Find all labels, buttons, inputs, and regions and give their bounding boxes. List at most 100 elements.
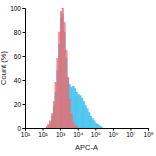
- histogram-bar: [48, 124, 50, 128]
- histogram-bar: [111, 128, 113, 129]
- histogram-bar: [79, 128, 81, 129]
- x-axis-title: APC-A: [75, 143, 98, 152]
- histogram-bar: [83, 102, 85, 128]
- x-tick-label: 10³: [56, 131, 66, 138]
- y-axis: 0 20 40 60 80 100: [10, 5, 25, 132]
- histogram-bar: [101, 128, 103, 129]
- histogram-bar: [106, 128, 108, 129]
- x-tick: 10⁴: [73, 128, 83, 138]
- y-tick: 60: [14, 53, 25, 60]
- histogram-bar: [46, 128, 48, 129]
- histogram-bar: [69, 85, 71, 128]
- y-tick: 100: [10, 5, 25, 12]
- x-tick-label: 10⁵: [91, 131, 101, 138]
- histogram-bar: [95, 128, 97, 129]
- y-tick-mark: [23, 32, 26, 33]
- histogram-bar: [109, 128, 111, 129]
- x-tick-label: 10⁸: [144, 131, 154, 138]
- y-tick-mark: [23, 8, 26, 9]
- histogram-bar: [87, 128, 89, 129]
- x-tick: 10⁸: [144, 128, 154, 138]
- histogram-bar: [43, 128, 45, 129]
- histogram-bar: [99, 128, 101, 129]
- y-tick: 80: [14, 29, 25, 36]
- y-tick-label: 100: [10, 5, 21, 12]
- histogram-bar: [97, 124, 99, 128]
- plot-area: [46, 8, 102, 128]
- y-tick-mark: [23, 104, 26, 105]
- histogram-bar: [108, 128, 110, 129]
- y-tick-mark: [23, 80, 26, 81]
- histogram-bar: [50, 121, 52, 128]
- y-tick: 20: [14, 101, 25, 108]
- histogram-bar: [92, 128, 94, 129]
- x-tick: 10¹: [21, 128, 31, 138]
- histogram-bar: [81, 128, 83, 129]
- histogram-bar: [83, 128, 85, 129]
- histogram-bar: [67, 78, 69, 128]
- histogram-bar: [92, 118, 94, 128]
- histogram-bar: [90, 128, 92, 129]
- x-tick-label: 10⁷: [126, 131, 136, 138]
- histogram-bar: [106, 128, 108, 129]
- histogram-bar: [85, 105, 87, 128]
- y-tick-label: 0: [17, 125, 21, 132]
- histogram-bar: [99, 126, 101, 128]
- histogram-bar: [85, 128, 87, 129]
- x-axis: 10¹ 10² 10³ 10⁴ 10⁵ 10⁶ 10⁷ 10⁸: [21, 128, 154, 138]
- histogram-bar: [71, 87, 73, 128]
- histogram-bar: [72, 86, 74, 128]
- histogram-bar: [44, 128, 46, 129]
- histogram-series: [46, 8, 78, 128]
- histogram-bar: [55, 82, 57, 128]
- histogram-bar: [65, 50, 67, 128]
- histogram-bar: [88, 112, 90, 128]
- histogram-bar: [94, 121, 96, 128]
- y-axis-line: [23, 9, 26, 129]
- histogram-bar: [97, 128, 99, 129]
- histogram-bar: [69, 99, 71, 128]
- histogram-bar: [94, 128, 96, 129]
- histogram-bar: [67, 78, 69, 128]
- histogram-bar: [46, 127, 48, 128]
- x-tick: 10⁵: [91, 128, 101, 138]
- y-tick: 40: [14, 77, 25, 84]
- histogram-bar: [53, 102, 55, 128]
- histogram-bar: [78, 128, 80, 129]
- y-tick-label: 60: [14, 53, 22, 60]
- histogram-bar: [95, 123, 97, 128]
- x-tick-label: 10⁴: [73, 131, 83, 138]
- histogram-bar: [62, 8, 64, 128]
- histogram-bar: [81, 98, 83, 128]
- histogram-bar: [102, 128, 104, 129]
- x-tick-label: 10⁶: [108, 131, 118, 138]
- y-tick-label: 20: [14, 101, 22, 108]
- histogram-bar: [88, 128, 90, 129]
- histogram-bar: [74, 88, 76, 128]
- histogram-bar: [58, 32, 60, 128]
- y-tick-label: 80: [14, 29, 22, 36]
- histogram-bar: [108, 128, 110, 129]
- histogram-bar: [90, 116, 92, 128]
- histogram-bar: [87, 109, 89, 128]
- x-tick-label: 10²: [38, 131, 48, 138]
- histogram-series: [48, 14, 102, 128]
- histogram-bar: [78, 94, 80, 128]
- histogram-bar: [57, 58, 59, 128]
- histogram-bar: [43, 128, 45, 129]
- y-axis-title: Count (%): [0, 51, 8, 85]
- x-tick: 10³: [56, 128, 66, 138]
- x-tick: 10²: [38, 128, 48, 138]
- y-tick-mark: [23, 56, 26, 57]
- chart: 10¹ 10² 10³ 10⁴ 10⁵ 10⁶ 10⁷ 10⁸ 0 20 40 60 80 100 APC-…: [0, 0, 156, 156]
- histogram-bar: [51, 114, 53, 128]
- histogram-bar: [104, 128, 106, 129]
- histogram-bar: [71, 114, 73, 128]
- histogram-bar: [60, 12, 62, 128]
- histogram-bar: [72, 122, 74, 128]
- histogram-bar: [104, 128, 106, 129]
- histogram-bar: [111, 128, 113, 129]
- histogram-bar: [109, 128, 111, 129]
- histogram-bar: [76, 92, 78, 128]
- histogram-bar: [76, 127, 78, 128]
